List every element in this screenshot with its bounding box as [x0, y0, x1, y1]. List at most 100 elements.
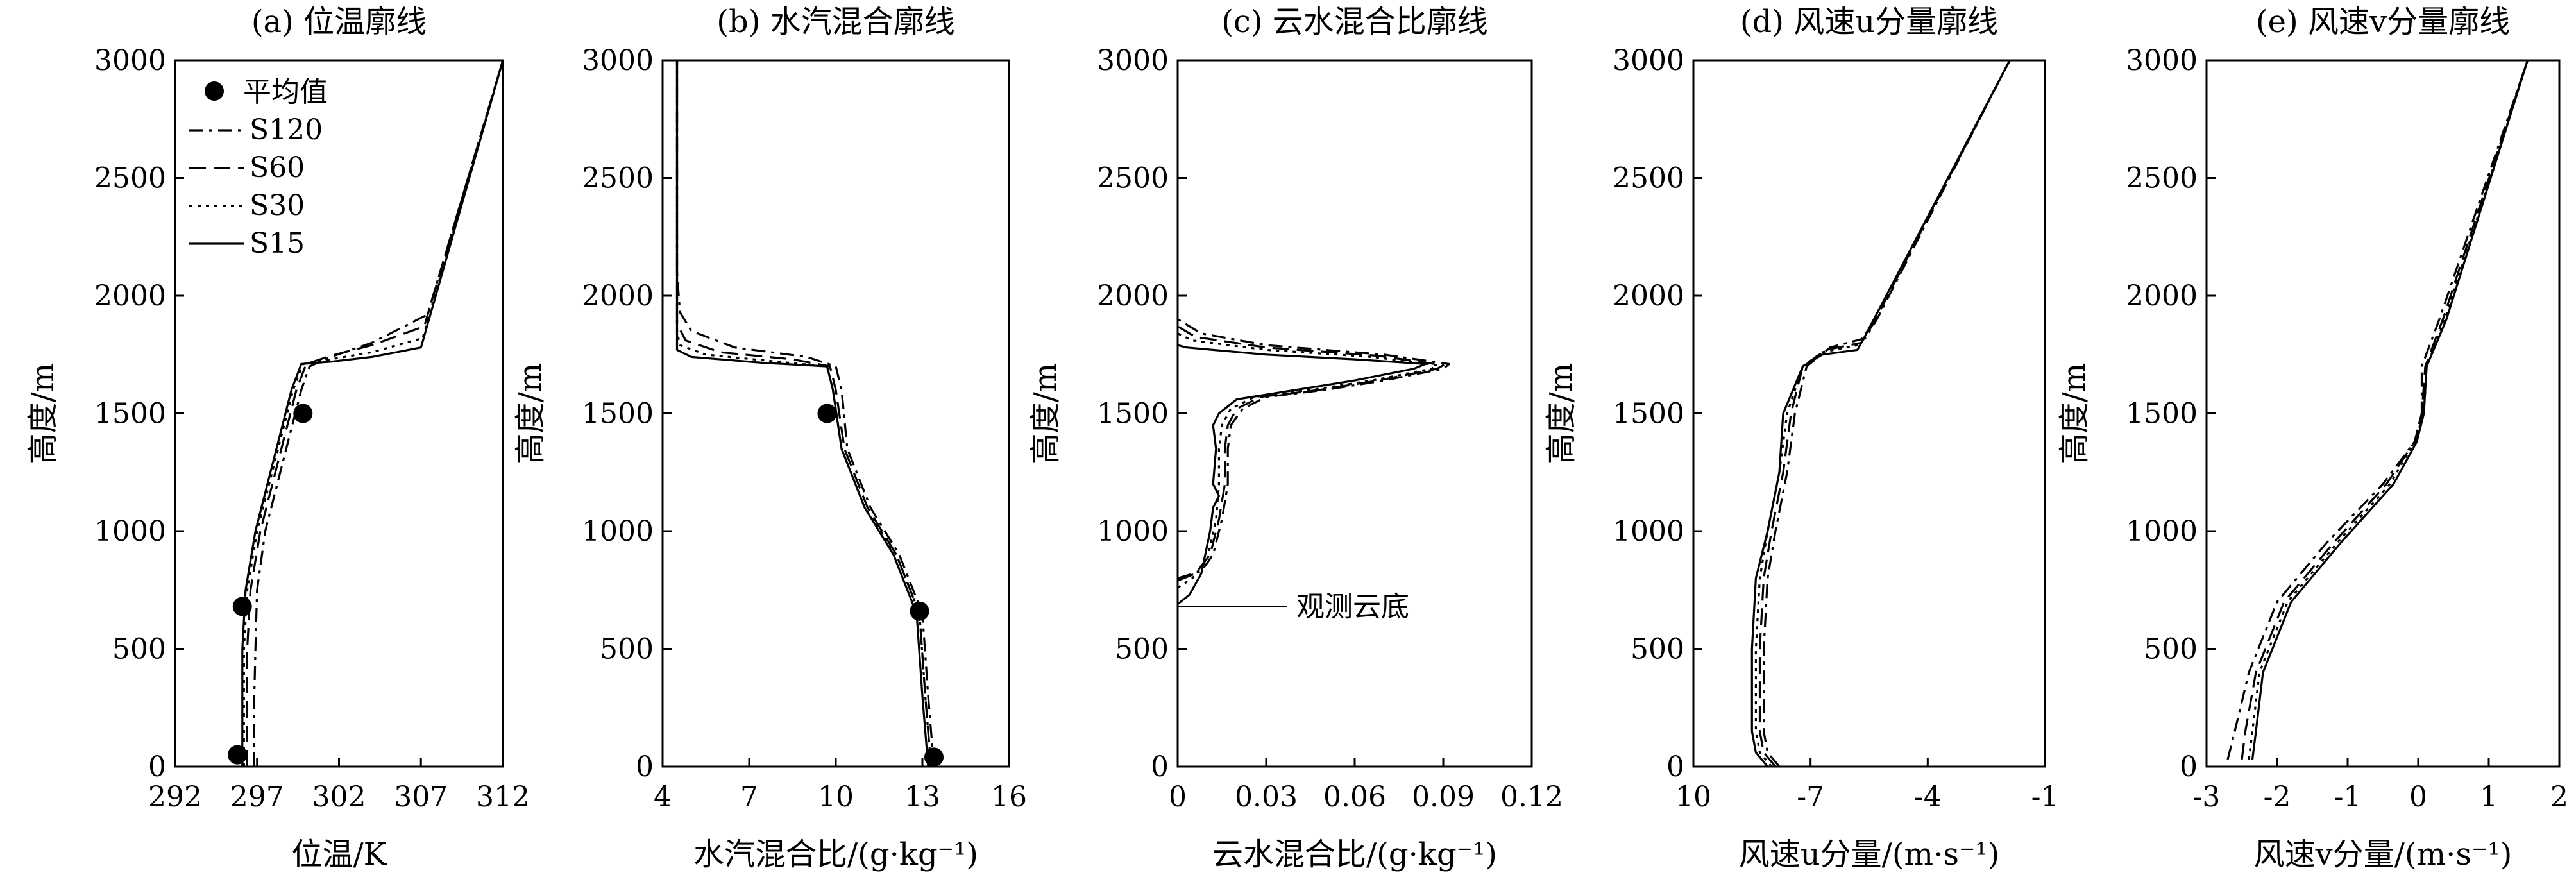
chart-title: (d) 风速u分量廓线	[1740, 4, 1998, 40]
y-tick-label: 3000	[1097, 44, 1169, 77]
x-tick-label: 0	[1169, 781, 1187, 813]
x-tick-label: 0	[2409, 781, 2427, 813]
y-axis-label: 高度/m	[513, 363, 548, 464]
chart-title: (e) 风速v分量廓线	[2256, 4, 2510, 40]
y-tick-label: 1000	[2126, 515, 2198, 548]
y-tick-label: 0	[148, 751, 166, 783]
series-line-s30	[2248, 60, 2529, 760]
y-axis-label: 高度/m	[2056, 363, 2092, 464]
chart-panel-4: (d) 风速u分量廓线 10 -7 -4 -1 0 500 1000 1500 2000 2500 3…	[1543, 4, 2058, 872]
annotation-label: 观测云底	[1296, 590, 1409, 623]
x-tick-label: 4	[654, 781, 672, 813]
y-tick-label: 0	[1151, 751, 1169, 783]
y-tick-label: 1000	[94, 515, 166, 548]
y-tick-label: 500	[600, 633, 654, 666]
series-line-s15	[241, 60, 503, 767]
legend-label: S60	[250, 151, 305, 184]
y-tick-label: 1000	[1097, 515, 1169, 548]
x-tick-label: -1	[2031, 781, 2059, 813]
x-axis-label: 风速u分量/(m·s⁻¹)	[1739, 837, 2000, 872]
y-tick-label: 2000	[1097, 280, 1169, 312]
x-tick-label: 312	[476, 781, 530, 813]
y-tick-label: 500	[1115, 633, 1169, 666]
x-tick-label: 7	[740, 781, 758, 813]
y-tick-label: 1500	[1097, 398, 1169, 430]
legend-label: S120	[250, 114, 323, 146]
legend-label: 平均值	[243, 76, 328, 108]
x-tick-label: 0.03	[1235, 781, 1298, 813]
y-tick-label: 500	[1631, 633, 1684, 666]
series-line-s120	[253, 60, 503, 767]
y-axis-label: 高度/m	[1028, 363, 1063, 464]
series-line-s60	[246, 60, 503, 767]
y-tick-label: 1500	[2126, 398, 2198, 430]
x-tick-label: 10	[818, 781, 854, 813]
x-tick-label: -3	[2193, 781, 2221, 813]
y-tick-label: 2000	[2126, 280, 2198, 312]
y-tick-label: 2000	[1613, 280, 1684, 312]
y-tick-label: 2000	[94, 280, 166, 312]
series-line-s60	[1178, 325, 1445, 582]
series-line-s120	[2226, 60, 2529, 760]
series-line-s60	[675, 60, 933, 767]
mean-value-marker	[910, 601, 929, 621]
x-tick-label: 0.12	[1500, 781, 1563, 813]
x-tick-label: -1	[2334, 781, 2362, 813]
mean-value-marker	[293, 404, 313, 423]
series-line-s60	[1758, 60, 2011, 767]
y-tick-label: 0	[2180, 751, 2198, 783]
x-tick-label: 0.06	[1323, 781, 1386, 813]
chart-panel-3: (c) 云水混合比廓线 0 0.03 0.06 0.09 0.12 0 500 1000 1500…	[1028, 4, 1563, 872]
y-tick-label: 1500	[1613, 398, 1684, 430]
chart-title: (a) 位温廓线	[251, 4, 427, 40]
x-tick-label: 297	[230, 781, 284, 813]
series-line-s30	[675, 60, 933, 767]
x-tick-label: 16	[991, 781, 1027, 813]
y-tick-label: 500	[112, 633, 166, 666]
legend-label: S15	[250, 227, 305, 260]
chart-title: (b) 水汽混合廓线	[716, 4, 954, 40]
series-line-s30	[1178, 332, 1439, 589]
chart-panel-5: (e) 风速v分量廓线 -3 -2 -1 0 1 2 0 500 1000 1500 2000 2500…	[2056, 4, 2568, 872]
x-tick-label: 13	[904, 781, 940, 813]
mean-value-marker	[924, 747, 944, 767]
y-tick-label: 3000	[582, 44, 654, 77]
x-tick-label: 302	[312, 781, 366, 813]
x-tick-label: -2	[2264, 781, 2291, 813]
y-tick-label: 3000	[2126, 44, 2198, 77]
y-tick-label: 2500	[1097, 162, 1169, 195]
series-line-s15	[1178, 344, 1427, 606]
y-tick-label: 0	[1666, 751, 1684, 783]
series-line-s15	[1750, 60, 2011, 767]
plot-frame	[2205, 59, 2561, 768]
x-tick-label: 10	[1675, 781, 1711, 813]
y-tick-label: 0	[636, 751, 654, 783]
y-tick-label: 2500	[582, 162, 654, 195]
x-tick-label: 307	[394, 781, 448, 813]
plot-frame	[1692, 59, 2046, 768]
y-tick-label: 3000	[1613, 44, 1684, 77]
y-tick-label: 2500	[94, 162, 166, 195]
y-tick-label: 3000	[94, 44, 166, 77]
plot-frame	[1176, 59, 1533, 768]
y-tick-label: 2500	[1613, 162, 1684, 195]
series-line-s15	[675, 60, 929, 767]
series-line-s120	[675, 60, 935, 767]
series-line-s15	[2251, 60, 2529, 760]
series-line-s60	[2241, 60, 2529, 760]
mean-value-marker	[232, 597, 252, 616]
x-tick-label: -7	[1797, 781, 1824, 813]
y-tick-label: 1000	[582, 515, 654, 548]
y-axis-label: 高度/m	[1543, 363, 1579, 464]
y-tick-label: 2500	[2126, 162, 2198, 195]
legend-label: S30	[250, 189, 305, 222]
x-axis-label: 水汽混合比/(g·kg⁻¹)	[693, 837, 978, 872]
x-axis-label: 云水混合比/(g·kg⁻¹)	[1212, 837, 1497, 872]
y-tick-label: 500	[2144, 633, 2198, 666]
x-tick-label: 2	[2550, 781, 2568, 813]
plot-frame	[174, 59, 504, 768]
series-line-s120	[1763, 60, 2011, 767]
chart-title: (c) 云水混合比廓线	[1221, 4, 1488, 40]
x-tick-label: 1	[2480, 781, 2498, 813]
